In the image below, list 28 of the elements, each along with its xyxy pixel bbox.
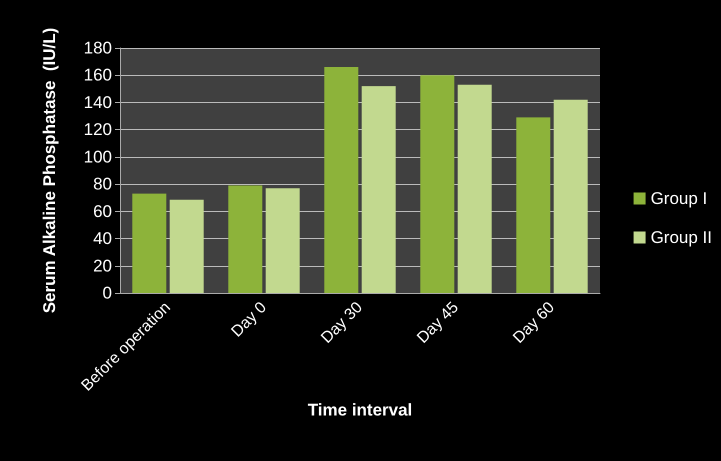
- bar: [266, 188, 300, 293]
- y-tick-label: 0: [102, 284, 112, 302]
- bar: [458, 84, 492, 293]
- bar: [420, 75, 454, 293]
- bar: [554, 100, 588, 293]
- y-tick-label: 60: [93, 202, 112, 221]
- bar: [324, 67, 358, 293]
- y-tick-label: 140: [84, 92, 112, 112]
- y-tick-label: 100: [84, 147, 112, 166]
- bar: [170, 200, 204, 293]
- bar: [516, 117, 550, 293]
- y-tick-label: 180: [84, 38, 112, 58]
- bar: [228, 185, 262, 293]
- x-tick-label: Day 30: [318, 298, 366, 347]
- legend-label: Group I: [650, 189, 708, 208]
- y-axis-title: Serum Alkaline Phosphatase (IU/L): [40, 28, 59, 314]
- x-tick-label: Day 0: [228, 298, 270, 341]
- x-tick-label: Day 60: [510, 298, 558, 347]
- y-tick-label: 80: [93, 174, 112, 194]
- bar: [362, 86, 396, 293]
- y-tick-label: 160: [84, 66, 112, 85]
- y-tick-label: 20: [93, 256, 112, 276]
- legend-label: Group II: [650, 228, 712, 247]
- x-axis-title: Time interval: [308, 400, 412, 420]
- bar: [132, 194, 166, 293]
- y-tick-label: 40: [93, 229, 112, 248]
- y-tick-label: 120: [84, 120, 112, 140]
- x-tick-label: Day 45: [414, 298, 462, 347]
